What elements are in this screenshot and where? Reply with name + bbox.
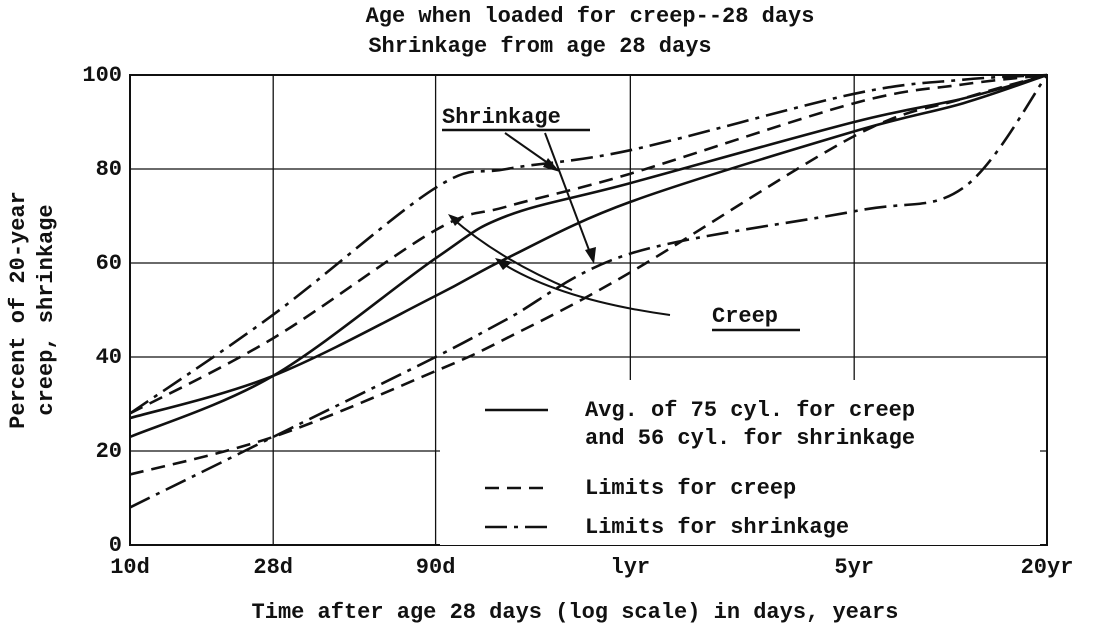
y-tick-label: 80 xyxy=(96,157,122,182)
y-tick-label: 60 xyxy=(96,251,122,276)
arrow xyxy=(451,217,573,291)
data-line xyxy=(129,73,1048,415)
annotation-text: Creep xyxy=(712,304,778,329)
legend-label: and 56 cyl. for shrinkage xyxy=(585,426,915,451)
x-tick-label: 10d xyxy=(110,555,150,580)
data-line xyxy=(129,73,1048,415)
annotation-creep: Creep xyxy=(448,214,800,332)
x-axis-label: Time after age 28 days (log scale) in da… xyxy=(252,600,899,625)
y-axis-label: creep, shrinkage xyxy=(34,204,59,415)
x-tick-label: 28d xyxy=(253,555,293,580)
annotation-shrinkage: Shrinkage xyxy=(442,105,596,264)
data-line xyxy=(129,74,1049,509)
x-tick-label: lyr xyxy=(611,555,651,580)
x-tick-label: 90d xyxy=(416,555,456,580)
data-line xyxy=(129,73,1048,439)
annotation-text: Shrinkage xyxy=(442,105,561,130)
x-tick-label: 5yr xyxy=(834,555,874,580)
arrowhead xyxy=(585,247,596,264)
legend-label: Avg. of 75 cyl. for creep xyxy=(585,398,915,423)
legend-label: Limits for creep xyxy=(585,476,796,501)
arrow xyxy=(544,132,593,259)
y-tick-label: 40 xyxy=(96,345,122,370)
legend-box xyxy=(440,380,1040,545)
data-line xyxy=(129,73,1048,420)
y-tick-label: 20 xyxy=(96,439,122,464)
y-tick-label: 100 xyxy=(82,63,122,88)
arrow xyxy=(499,261,671,316)
legend-label: Limits for shrinkage xyxy=(585,515,849,540)
chart-title-line: Age when loaded for creep--28 days xyxy=(366,4,815,29)
y-tick-label: 0 xyxy=(109,533,122,558)
x-tick-label: 20yr xyxy=(1021,555,1074,580)
chart-title-line: Shrinkage from age 28 days xyxy=(368,34,711,59)
y-axis-label: Percent of 20-year xyxy=(6,191,31,429)
